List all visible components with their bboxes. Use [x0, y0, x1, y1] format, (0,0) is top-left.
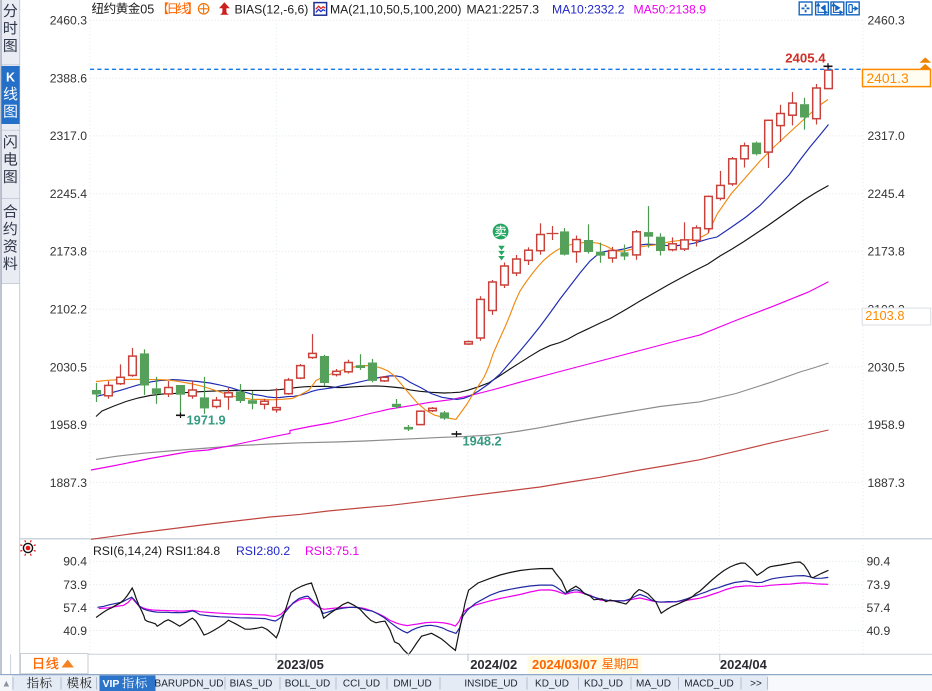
- svg-text:1971.9: 1971.9: [187, 413, 226, 428]
- svg-text:2173.8: 2173.8: [868, 245, 905, 259]
- svg-text:57.4: 57.4: [63, 601, 87, 615]
- svg-text:RSI(6,14,24): RSI(6,14,24): [93, 544, 162, 558]
- svg-text:2317.0: 2317.0: [868, 129, 905, 143]
- svg-text:40.9: 40.9: [867, 624, 891, 638]
- svg-text:BOLL_UD: BOLL_UD: [285, 679, 331, 690]
- svg-text:1958.9: 1958.9: [50, 418, 87, 432]
- svg-text:CCI_UD: CCI_UD: [343, 679, 380, 690]
- svg-text:>>: >>: [750, 679, 762, 690]
- svg-text:73.9: 73.9: [63, 578, 87, 592]
- svg-text:73.9: 73.9: [867, 578, 891, 592]
- svg-text:90.4: 90.4: [867, 555, 891, 569]
- svg-text:MA50:2138.9: MA50:2138.9: [634, 3, 707, 17]
- svg-text:05: 05: [140, 3, 154, 17]
- svg-text:2023/05: 2023/05: [277, 657, 324, 672]
- svg-text:1948.2: 1948.2: [463, 434, 502, 449]
- svg-text:2173.8: 2173.8: [50, 245, 87, 259]
- svg-text:BIAS(12,-6,6): BIAS(12,-6,6): [235, 3, 309, 17]
- svg-text:RSI1:84.8: RSI1:84.8: [166, 544, 220, 558]
- svg-text:RSI3:75.1: RSI3:75.1: [305, 544, 359, 558]
- svg-text:2401.3: 2401.3: [867, 71, 910, 86]
- svg-text:INSIDE_UD: INSIDE_UD: [464, 679, 517, 690]
- svg-text:MA10:2332.2: MA10:2332.2: [552, 3, 625, 17]
- svg-text:MA_UD: MA_UD: [636, 679, 671, 690]
- svg-text:RSI2:80.2: RSI2:80.2: [236, 544, 290, 558]
- svg-text:1887.3: 1887.3: [50, 476, 87, 490]
- svg-text:57.4: 57.4: [867, 601, 891, 615]
- svg-text:VIP: VIP: [103, 678, 120, 690]
- svg-text:2024/04: 2024/04: [720, 657, 768, 672]
- svg-text:2103.8: 2103.8: [865, 308, 904, 323]
- svg-text:2245.4: 2245.4: [868, 187, 905, 201]
- svg-text:2030.5: 2030.5: [50, 360, 87, 374]
- svg-text:40.9: 40.9: [63, 624, 87, 638]
- svg-text:2460.3: 2460.3: [50, 14, 87, 28]
- svg-text:MA21:2257.3: MA21:2257.3: [467, 3, 540, 17]
- svg-text:MA(21,10,50,5,100,200): MA(21,10,50,5,100,200): [330, 3, 461, 17]
- svg-text:1887.3: 1887.3: [868, 476, 905, 490]
- svg-text:KD_UD: KD_UD: [535, 679, 569, 690]
- svg-text:90.4: 90.4: [63, 555, 87, 569]
- svg-text:2024/02: 2024/02: [470, 657, 517, 672]
- svg-text:MACD_UD: MACD_UD: [684, 679, 733, 690]
- svg-text:DMI_UD: DMI_UD: [393, 679, 431, 690]
- svg-text:2460.3: 2460.3: [868, 14, 905, 28]
- svg-text:K: K: [6, 71, 15, 85]
- svg-text:2405.4: 2405.4: [785, 50, 826, 65]
- svg-text:2388.6: 2388.6: [50, 72, 87, 86]
- svg-text:2024/03/07: 2024/03/07: [532, 657, 597, 672]
- svg-text:2030.5: 2030.5: [868, 360, 905, 374]
- svg-text:2102.2: 2102.2: [50, 303, 87, 317]
- svg-text:BARUPDN_UD: BARUPDN_UD: [155, 679, 224, 690]
- svg-text:2317.0: 2317.0: [50, 129, 87, 143]
- svg-text:BIAS_UD: BIAS_UD: [230, 679, 273, 690]
- svg-text:KDJ_UD: KDJ_UD: [584, 679, 623, 690]
- svg-text:2245.4: 2245.4: [50, 187, 87, 201]
- svg-text:1958.9: 1958.9: [868, 418, 905, 432]
